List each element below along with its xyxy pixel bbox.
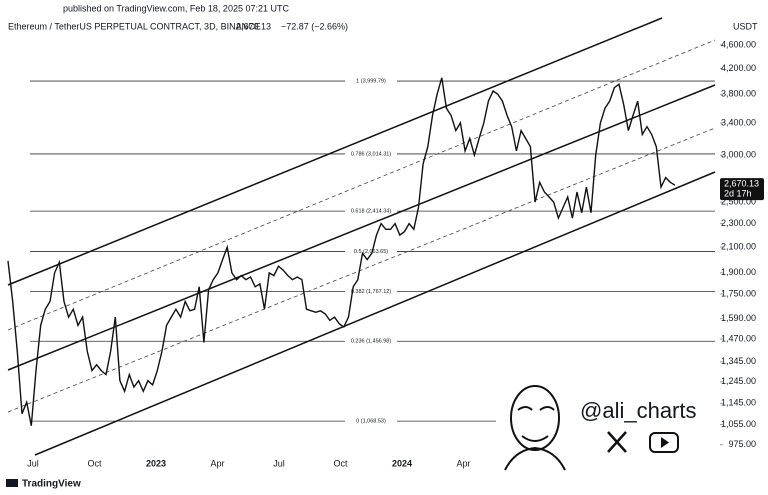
price-axis: 4,600.00 4,200.00 3,800.00 3,400.00 3,000.00… [720, 39, 764, 449]
x-tick-label: Oct [87, 458, 102, 468]
watermark: @ali_charts [496, 372, 718, 475]
y-tick-label: 1,750.00 [721, 288, 756, 298]
countdown: 2d 17h [724, 189, 752, 199]
channel-mid-line [7, 127, 716, 413]
fib-label-bg [345, 337, 397, 346]
y-tick-label: 3,400.00 [721, 117, 756, 127]
y-tick-label: 2,300.00 [721, 218, 756, 228]
y-tick-label: 3,800.00 [721, 89, 756, 99]
y-tick-label: 1,245.00 [721, 376, 756, 386]
last-price-box [720, 178, 764, 201]
x-tick-label: Jul [27, 458, 39, 468]
x-tick-label: 2024 [392, 458, 412, 468]
y-tick-label: 975.00 [728, 439, 756, 449]
x-tick-label: Jul [273, 458, 285, 468]
channel-line [7, 84, 716, 371]
y-tick-label: 2,500.00 [721, 197, 756, 207]
price-line [7, 77, 676, 426]
published: published on TradingView.com, Feb 18, 20… [63, 3, 289, 13]
youtube-play [661, 437, 669, 448]
y-tick-label: 1,055.00 [721, 419, 756, 429]
face [510, 385, 560, 451]
x-tick-label: Apr [456, 458, 470, 468]
last-price-label: 2,670.13 [724, 179, 759, 189]
y-tick-label: 1,900.00 [721, 267, 756, 277]
x-tick-label: 2023 [146, 458, 166, 468]
fib-label-bg [345, 77, 397, 86]
y-tick-label: 4,200.00 [721, 63, 756, 73]
brand: TradingView [22, 479, 81, 490]
fib-label-bg [345, 149, 397, 158]
face-detail [504, 406, 566, 471]
brand-logo [6, 479, 18, 487]
y-tick-label: 4,600.00 [721, 39, 756, 49]
fib-label: 0 (1,068.53) [356, 419, 386, 425]
plot [7, 77, 676, 426]
fib-label-bg [345, 287, 397, 296]
fib-label-bg [345, 247, 397, 256]
channels [7, 17, 716, 456]
x-tick-label: Apr [210, 458, 224, 468]
fib-label: 0.236 (1,456.98) [351, 339, 392, 345]
youtube-icon [649, 432, 679, 453]
unit: USDT [733, 21, 758, 31]
channel-line [7, 17, 663, 286]
y-tick-label: 2,100.00 [721, 241, 756, 251]
fib-label: 0.618 (2,414.34) [351, 209, 392, 215]
x-tick-label: Oct [333, 458, 348, 468]
channel-line [34, 171, 716, 456]
channel-mid-line [7, 39, 716, 331]
y-tick-label: 1,145.00 [721, 398, 756, 408]
fib-label: 0.5 (2,063.65) [354, 249, 388, 255]
fib-label-bg [345, 417, 397, 426]
symbol: Ethereum / TetherUS PERPETUAL CONTRACT, … [8, 21, 261, 31]
y-tick-label: 1,345.00 [721, 356, 756, 366]
x-icon [607, 431, 627, 453]
handle: @ali_charts [580, 398, 697, 423]
y-tick-label: 1,470.00 [721, 333, 756, 343]
y-tick-label: 1,590.00 [721, 313, 756, 323]
fib-label: 0.786 (3,014.31) [351, 151, 392, 157]
y-tick-label: 3,000.00 [721, 150, 756, 160]
price-change: −72.87 (−2.66%) [281, 21, 348, 31]
fib-label-bg [345, 207, 397, 216]
time-axis: Jul Oct 2023 Apr Jul Oct 2024 Apr [27, 458, 470, 468]
last-price: 2,670.13 [236, 21, 271, 31]
fib-label: 1 (3,999.79) [356, 79, 386, 85]
fib-label: 0.382 (1,767.12) [351, 289, 392, 295]
